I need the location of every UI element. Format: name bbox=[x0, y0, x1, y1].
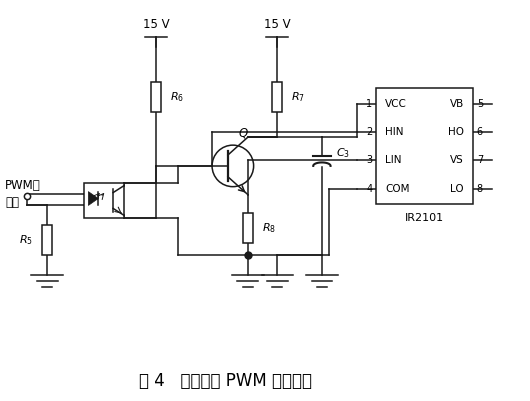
Text: 6: 6 bbox=[477, 127, 483, 137]
Polygon shape bbox=[89, 192, 98, 205]
Text: HIN: HIN bbox=[385, 127, 404, 137]
Bar bbox=[151, 82, 161, 111]
Text: $R_7$: $R_7$ bbox=[291, 90, 305, 103]
Text: IR2101: IR2101 bbox=[405, 213, 444, 223]
Bar bbox=[272, 82, 282, 111]
Text: PWM波: PWM波 bbox=[5, 179, 41, 192]
Text: $Q$: $Q$ bbox=[238, 126, 249, 140]
Text: HO: HO bbox=[448, 127, 464, 137]
Text: 输入: 输入 bbox=[5, 196, 19, 209]
Text: 2: 2 bbox=[366, 127, 373, 137]
Text: $R_6$: $R_6$ bbox=[170, 90, 184, 103]
Text: 3: 3 bbox=[366, 156, 373, 166]
Text: COM: COM bbox=[385, 184, 410, 194]
Text: $C_3$: $C_3$ bbox=[335, 147, 350, 160]
Text: LIN: LIN bbox=[385, 156, 402, 166]
Text: 1: 1 bbox=[366, 99, 373, 109]
Text: $R_8$: $R_8$ bbox=[262, 221, 276, 235]
Bar bbox=[84, 183, 124, 218]
Bar bbox=[243, 213, 253, 243]
Text: 7: 7 bbox=[477, 156, 483, 166]
Text: $R_5$: $R_5$ bbox=[20, 233, 33, 247]
Text: 图 4   采样电路 PWM 驱动电路: 图 4 采样电路 PWM 驱动电路 bbox=[139, 372, 312, 390]
Bar bbox=[376, 88, 473, 205]
Text: 8: 8 bbox=[477, 184, 483, 194]
Text: VB: VB bbox=[449, 99, 464, 109]
Text: LO: LO bbox=[450, 184, 464, 194]
Text: 4: 4 bbox=[366, 184, 373, 194]
Text: VS: VS bbox=[450, 156, 464, 166]
Text: 15 V: 15 V bbox=[264, 18, 290, 31]
Text: 5: 5 bbox=[477, 99, 483, 109]
Text: 15 V: 15 V bbox=[143, 18, 170, 31]
Text: VCC: VCC bbox=[385, 99, 407, 109]
Bar bbox=[42, 225, 52, 255]
